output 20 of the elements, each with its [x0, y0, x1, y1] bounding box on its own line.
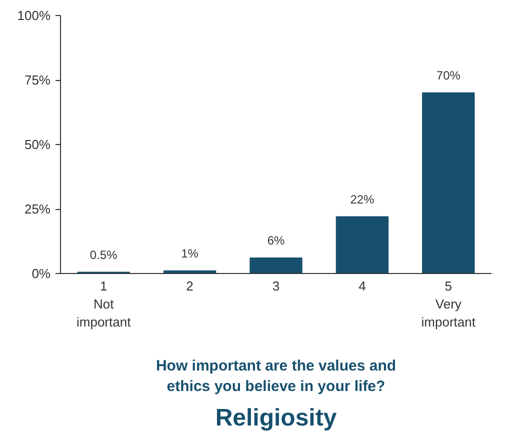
bar — [250, 258, 302, 274]
x-tick-label: 3 — [272, 278, 280, 294]
data-label: 0.5% — [90, 248, 118, 262]
y-tick-label: 0% — [32, 266, 51, 281]
y-tick-label: 25% — [24, 202, 51, 216]
text: Religiosity — [215, 404, 338, 432]
x-tick-label: 2 — [186, 278, 194, 294]
x-tick-label: 1 Not important — [76, 278, 132, 330]
x-axis-title: How important are the values and ethics you believe in your life? — [156, 358, 396, 395]
x-tick-label: 5 Very important — [421, 278, 476, 330]
x-tick-label: 4 — [358, 278, 366, 294]
bar — [422, 92, 475, 274]
data-label: 1% — [181, 246, 199, 261]
data-label: 22% — [350, 192, 375, 206]
y-tick-label: 75% — [24, 72, 51, 88]
y-tick-label: 100% — [17, 8, 51, 23]
data-label: 70% — [436, 68, 461, 83]
bar — [336, 216, 389, 274]
data-label: 6% — [267, 234, 285, 248]
y-tick-label: 50% — [24, 137, 51, 152]
